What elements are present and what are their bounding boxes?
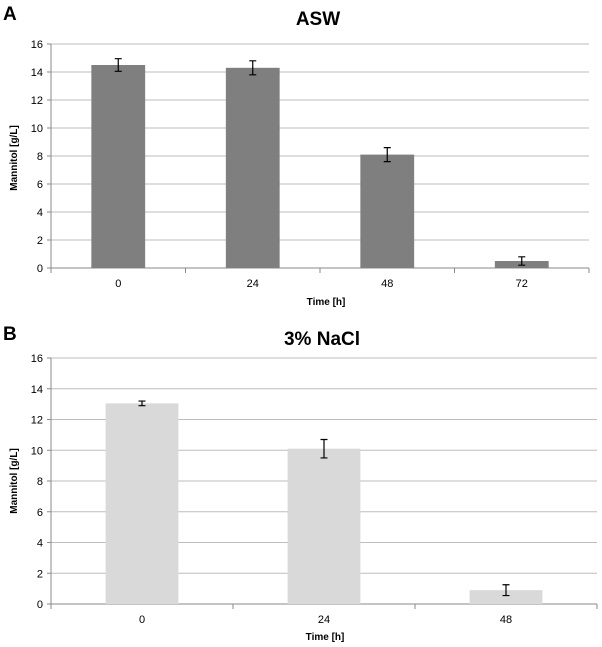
panel-a-ytick-label: 16: [31, 39, 43, 51]
panel-b-ytick-label: 8: [37, 476, 43, 488]
panel-b-ytick-label: 4: [37, 538, 43, 550]
panel-b-ytick-label: 2: [37, 568, 43, 580]
panel-a-ytick-label: 12: [31, 95, 43, 107]
panel-b-xtick-label: 24: [318, 614, 330, 626]
panel-a-xtick-label: 0: [115, 278, 121, 290]
panel-a-bar-48: [360, 154, 415, 268]
panel-a-error-bar-48: [383, 147, 391, 163]
panel-b-xtick-label: 0: [139, 614, 145, 626]
panel-a-ytick-label: 6: [37, 179, 43, 191]
panel-a-error-bar-0: [114, 58, 122, 72]
panel-b-xlabel: Time [h]: [306, 632, 345, 643]
panel-a-xlabel: Time [h]: [307, 297, 346, 308]
panel-b-ytick-label: 16: [31, 353, 43, 365]
panel-a-ylabel: Mannitol [g/L]: [9, 125, 20, 191]
panel-a-error-bar-24: [249, 60, 257, 76]
panel-a-ytick-label: 0: [37, 263, 43, 275]
panel-a-xtick-label: 72: [516, 278, 528, 290]
panel-a-xtick-label: 48: [381, 278, 393, 290]
panel-a-error-bar-72: [518, 256, 526, 266]
panel-b-ytick-label: 10: [31, 445, 43, 457]
panel-a-xtick-label: 24: [247, 278, 259, 290]
panel-b-error-bar-24: [320, 438, 328, 459]
panel-b-bar-0: [105, 403, 179, 604]
panel-b-ytick-label: 14: [31, 384, 43, 396]
panel-b-ytick-label: 12: [31, 415, 43, 427]
panel-a-ytick-label: 14: [31, 67, 43, 79]
panel-a-bar-0: [91, 65, 146, 268]
panel-b-bar-48: [469, 590, 543, 604]
panel-b-bar-24: [287, 448, 361, 604]
panel-b-error-bar-48: [502, 584, 510, 597]
panel-b-title: 3% NaCl: [284, 329, 360, 350]
panel-a-ytick-label: 8: [37, 151, 43, 163]
panel-b-ytick-label: 0: [37, 599, 43, 611]
panel-a-title: ASW: [296, 9, 340, 30]
panel-b-letter: B: [3, 324, 17, 345]
panel-b-xtick-label: 48: [500, 614, 512, 626]
panel-b-ylabel: Mannitol [g/L]: [9, 448, 20, 514]
panel-a-ytick-label: 4: [37, 207, 43, 219]
panel-b-error-bar-0: [138, 400, 146, 407]
panel-a-ytick-label: 10: [31, 123, 43, 135]
panel-a-letter: A: [3, 4, 17, 25]
panel-a-ytick-label: 2: [37, 235, 43, 247]
panel-a-bar-24: [225, 67, 280, 268]
panel-b-ytick-label: 6: [37, 507, 43, 519]
